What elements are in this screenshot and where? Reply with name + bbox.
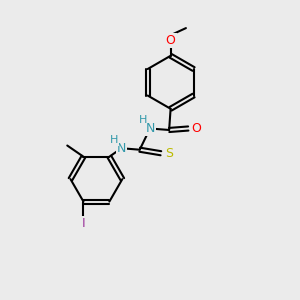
Text: N: N — [145, 122, 155, 135]
Text: O: O — [166, 34, 176, 47]
Text: H: H — [139, 115, 147, 125]
Text: I: I — [82, 217, 85, 230]
Text: S: S — [165, 147, 173, 160]
Text: N: N — [117, 142, 126, 155]
Text: H: H — [110, 135, 118, 145]
Text: O: O — [192, 122, 202, 135]
